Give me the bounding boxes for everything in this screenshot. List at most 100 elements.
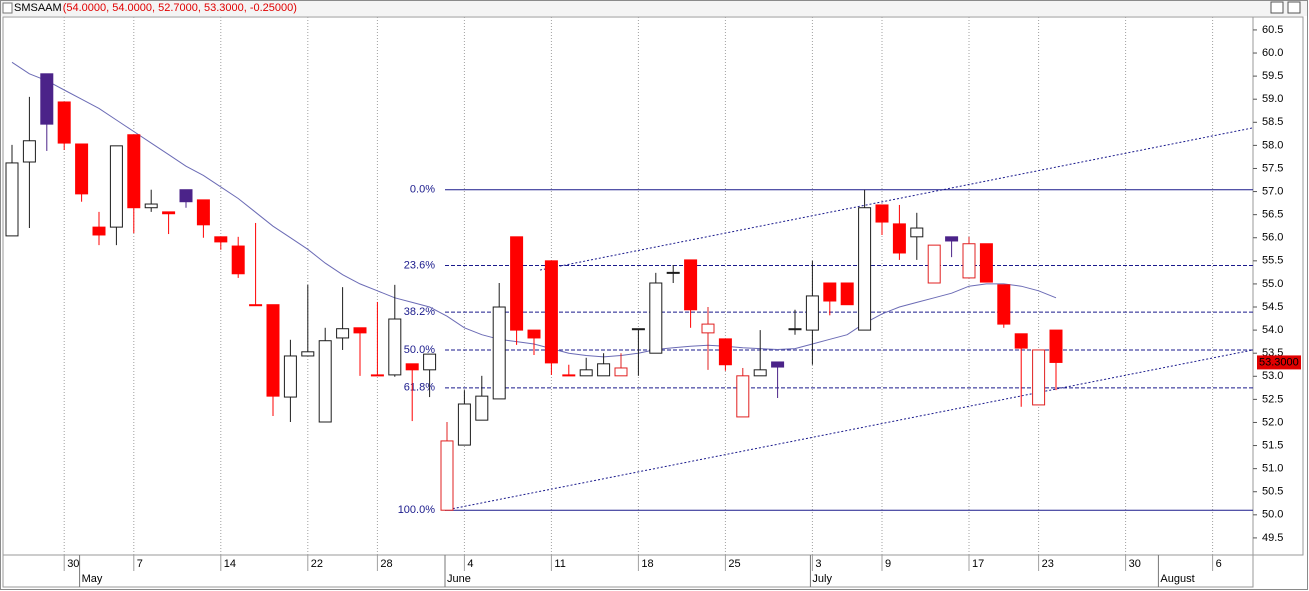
candle-body [75,143,89,195]
fib-label: 0.0% [410,184,435,196]
candle-body [457,403,471,446]
y-tick-label: 54.0 [1262,324,1283,336]
candle-body [875,204,889,223]
x-tick-label: 22 [311,558,323,570]
candle-body [527,329,541,339]
candle-body [858,207,872,331]
x-tick-label: 28 [380,558,392,570]
y-tick-label: 58.5 [1262,116,1283,128]
candle-body [649,282,663,354]
candle-body [771,361,785,368]
fib-label: 61.8% [404,382,435,394]
candle-body [144,203,158,209]
x-axis-area [2,554,1254,588]
candle-body [266,304,280,397]
y-tick-label: 59.5 [1262,70,1283,82]
y-tick-label: 57.5 [1262,162,1283,174]
candle-body [510,236,524,331]
y-tick-label: 50.5 [1262,486,1283,498]
candle-body [353,327,367,334]
candle-body [423,353,437,371]
candle-body [979,243,993,283]
candle-body [962,243,976,279]
candle-body [823,282,837,302]
candle-body [997,284,1011,325]
y-tick-label: 56.5 [1262,209,1283,221]
x-tick-label: 7 [137,558,143,570]
candle-body [179,189,193,203]
candle-body [127,134,141,209]
month-label: August [1160,573,1194,585]
x-tick-label: 4 [467,558,473,570]
x-tick-label: 30 [1129,558,1141,570]
candle-body [492,306,506,400]
y-tick-label: 60.5 [1262,24,1283,36]
candle-body [631,328,645,331]
candle-body [109,145,123,228]
candle-body [736,375,750,418]
candle-body [892,223,906,254]
candle-body [5,162,19,237]
x-tick-label: 9 [885,558,891,570]
month-label: June [447,573,471,585]
y-axis-area [1252,16,1304,556]
candle-body [231,245,245,275]
candle-body [196,199,210,226]
chart-subtitle: (54.0000, 54.0000, 52.7000, 53.3000, -0.… [63,2,297,14]
x-tick-label: 23 [1042,558,1054,570]
y-tick-label: 49.5 [1262,532,1283,544]
candle-body [544,260,558,364]
candle-body [788,328,802,331]
candle-body [1014,333,1028,349]
header-icon[interactable] [2,2,13,14]
month-label: July [812,573,832,585]
close-button[interactable] [1287,1,1301,14]
fib-label: 50.0% [404,344,435,356]
y-tick-label: 59.0 [1262,93,1283,105]
trend-line [539,127,1254,271]
candle-body [440,440,454,511]
y-tick-label: 56.0 [1262,232,1283,244]
candle-body [475,395,489,421]
candle-body [927,244,941,284]
candle-body [701,323,715,334]
y-tick-label: 51.0 [1262,463,1283,475]
chart-title: SMSAAM [14,2,62,14]
candle-body [57,101,71,144]
y-tick-label: 50.0 [1262,509,1283,521]
month-label: May [82,573,103,585]
candle-body [718,338,732,366]
candle-body [22,140,36,163]
candle-body [214,236,228,243]
candle-body [336,328,350,339]
candle-body [40,73,54,125]
x-tick-label: 18 [641,558,653,570]
y-tick-label: 52.0 [1262,416,1283,428]
y-tick-label: 51.5 [1262,439,1283,451]
candle-body [840,282,854,306]
candle-body [162,211,176,215]
x-tick-label: 3 [815,558,821,570]
candle-body [92,226,106,236]
fib-label: 38.2% [404,306,435,318]
candle-body [301,351,315,357]
fib-label: 100.0% [398,504,436,516]
x-tick-label: 14 [224,558,236,570]
y-tick-label: 53.0 [1262,370,1283,382]
header-bar [1,1,1307,16]
x-tick-label: 6 [1216,558,1222,570]
fib-label: 23.6% [404,259,435,271]
last-price-box [1257,355,1301,370]
candle-body [614,367,628,377]
y-tick-label: 52.5 [1262,393,1283,405]
candle-body [318,340,332,423]
y-tick-label: 57.0 [1262,185,1283,197]
restore-button[interactable] [1270,1,1284,14]
candle-body [579,369,593,377]
candle-body [370,374,384,377]
candle-body [562,374,576,377]
candle-body [666,271,680,274]
x-tick-label: 30 [67,558,79,570]
candle-body [249,304,263,307]
